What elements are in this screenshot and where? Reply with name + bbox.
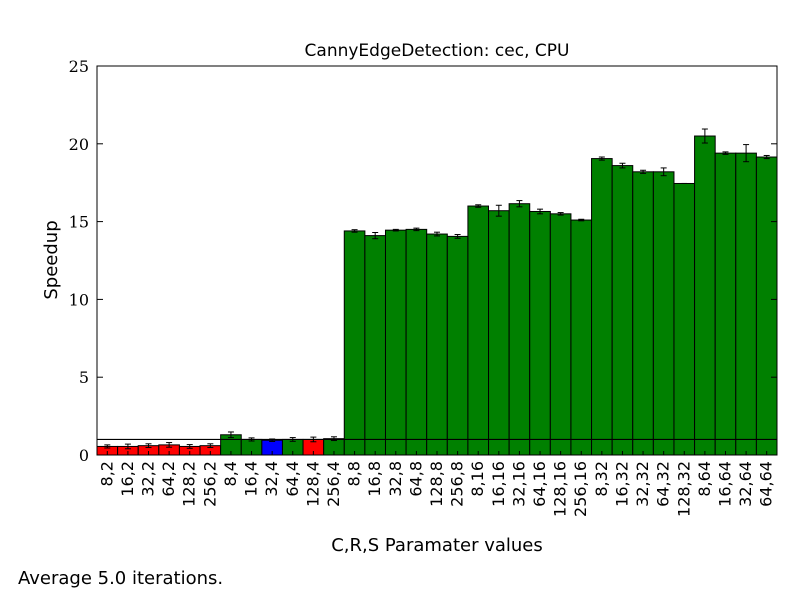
bar-8-64 (694, 135, 716, 456)
error-bar-8-2 (104, 444, 111, 449)
error-bar-128-8 (434, 231, 440, 237)
bar-256-8 (446, 235, 469, 456)
x-tick-label: 8,32 (592, 461, 611, 497)
x-tick-label: 16,64 (715, 461, 734, 507)
error-bar-8-16 (475, 204, 482, 208)
footnote: Average 5.0 iterations. (18, 568, 224, 589)
y-tick-label: 25 (69, 57, 89, 76)
error-bar-256-2 (207, 443, 214, 449)
x-tick-label: 64,8 (406, 461, 425, 497)
x-tick-label: 16,2 (118, 461, 137, 497)
x-tick-label: 32,32 (633, 461, 652, 507)
bar-32-8 (384, 229, 407, 456)
x-tick-label: 16,32 (612, 461, 631, 507)
error-bar-16-2 (124, 443, 131, 450)
bar-8-8 (343, 230, 366, 456)
x-tick-label: 128,16 (551, 461, 570, 517)
x-tick-label: 8,64 (695, 461, 714, 497)
error-bar-8-4 (227, 431, 234, 439)
error-bars-group (104, 128, 770, 450)
x-tick-label: 256,16 (571, 461, 590, 517)
error-bar-16-32 (619, 162, 626, 169)
x-tick-label: 64,64 (757, 461, 776, 507)
error-bar-32-2 (145, 443, 152, 449)
x-tick-label: 256,8 (448, 461, 467, 507)
error-bar-32-32 (640, 169, 647, 174)
error-bar-64-16 (537, 208, 544, 215)
x-tick-label: 32,8 (386, 461, 405, 497)
bar-8-32 (591, 158, 613, 456)
error-bar-32-8 (392, 228, 399, 232)
error-bar-256-8 (454, 234, 461, 239)
x-tick-label: 128,8 (427, 461, 446, 507)
x-tick-label: 8,8 (345, 461, 364, 486)
error-bar-32-16 (516, 200, 523, 208)
error-bar-16-8 (372, 231, 379, 240)
y-tick-label: 0 (79, 446, 89, 465)
bar-128-32 (673, 182, 696, 456)
y-tick-label: 10 (69, 290, 89, 309)
bar-32-64 (735, 152, 757, 456)
x-axis: 8,2 16,2 32,2 64,2 128,2 256,2 8,4 16,4 32,4 64,4… (97, 451, 776, 517)
x-tick-label: 8,2 (97, 461, 116, 486)
error-bar-128-16 (557, 212, 564, 216)
x-tick-label: 8,4 (221, 461, 240, 486)
bar-128-16 (549, 213, 572, 456)
x-tick-label: 32,4 (262, 461, 281, 497)
bar-32-16 (508, 203, 531, 456)
bar-64-8 (405, 228, 428, 456)
x-tick-label: 8,16 (468, 461, 487, 497)
error-bar-256-16 (578, 218, 585, 222)
y-tick-label: 15 (69, 213, 89, 232)
x-tick-label: 32,2 (139, 461, 158, 497)
x-tick-label: 64,32 (654, 461, 673, 507)
bar-128-8 (426, 233, 448, 456)
x-tick-label: 16,4 (242, 461, 261, 497)
x-tick-label: 64,2 (159, 461, 178, 497)
x-tick-label: 16,16 (489, 461, 508, 507)
bar-16-64 (714, 152, 737, 456)
bar-16-32 (611, 165, 634, 456)
error-bar-16-16 (495, 204, 502, 217)
x-tick-label: 16,8 (365, 461, 384, 497)
y-axis-label: Speedup (41, 220, 62, 299)
x-tick-label: 32,16 (509, 461, 528, 507)
error-bar-64-32 (660, 167, 667, 177)
y-tick-label: 5 (79, 368, 89, 387)
error-bar-32-64 (743, 144, 750, 163)
x-tick-label: 128,4 (303, 461, 322, 507)
bars-group (96, 135, 778, 456)
bar-16-16 (488, 210, 510, 456)
x-axis-label: C,R,S Paramater values (331, 535, 543, 556)
x-tick-label: 64,16 (530, 461, 549, 507)
error-bar-64-2 (166, 442, 173, 448)
x-tick-label: 64,4 (283, 461, 302, 497)
x-tick-label: 256,2 (200, 461, 219, 507)
bar-8-16 (467, 205, 490, 456)
bar-256-16 (570, 219, 593, 456)
bar-16-8 (364, 235, 386, 456)
x-tick-label: 32,64 (736, 461, 755, 507)
error-bar-8-8 (351, 229, 358, 233)
error-bar-8-64 (701, 128, 708, 144)
bar-32-32 (632, 171, 654, 456)
x-tick-label: 256,4 (324, 461, 343, 507)
bar-64-16 (529, 210, 551, 456)
error-bar-64-8 (413, 227, 420, 232)
x-tick-label: 128,32 (674, 461, 693, 517)
y-axis: 0 5 10 15 20 25 (69, 57, 777, 465)
chart-title: CannyEdgeDetection: cec, CPU (305, 41, 570, 61)
error-bar-128-2 (186, 444, 193, 449)
error-bar-16-64 (722, 151, 729, 155)
x-tick-label: 128,2 (180, 461, 199, 507)
error-bar-8-32 (598, 156, 605, 161)
y-tick-label: 20 (69, 135, 89, 154)
error-bar-64-64 (763, 154, 770, 160)
bar-64-32 (652, 171, 675, 456)
bar-64-64 (755, 156, 778, 456)
